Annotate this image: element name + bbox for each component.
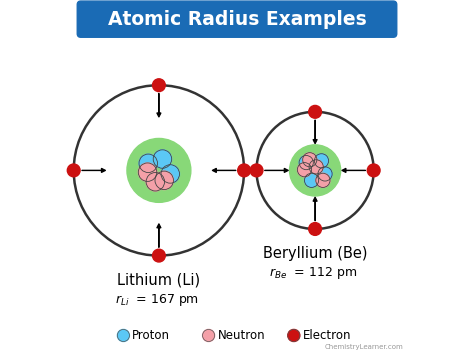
- FancyArrow shape: [157, 93, 161, 117]
- Circle shape: [297, 163, 311, 177]
- Circle shape: [237, 164, 250, 177]
- Circle shape: [318, 167, 332, 181]
- Circle shape: [314, 154, 328, 168]
- FancyArrow shape: [313, 197, 317, 221]
- Circle shape: [161, 165, 180, 183]
- Circle shape: [153, 150, 172, 168]
- Circle shape: [367, 164, 380, 177]
- Text: Neutron: Neutron: [218, 329, 265, 342]
- Circle shape: [155, 171, 173, 190]
- Text: ChemistryLearner.com: ChemistryLearner.com: [325, 344, 404, 350]
- FancyArrow shape: [157, 224, 161, 247]
- Circle shape: [316, 173, 330, 187]
- FancyArrow shape: [342, 168, 365, 173]
- Text: $r_{Be}$  = 112 pm: $r_{Be}$ = 112 pm: [269, 265, 357, 282]
- Circle shape: [309, 160, 323, 174]
- Circle shape: [290, 145, 341, 196]
- FancyArrow shape: [264, 168, 289, 173]
- Circle shape: [309, 105, 321, 118]
- Circle shape: [146, 173, 164, 191]
- Circle shape: [153, 249, 165, 262]
- Circle shape: [153, 79, 165, 92]
- FancyArrow shape: [82, 168, 106, 173]
- Circle shape: [299, 155, 313, 170]
- Circle shape: [250, 164, 263, 177]
- Text: $r_{Li}$  = 167 pm: $r_{Li}$ = 167 pm: [115, 292, 199, 308]
- Text: Proton: Proton: [132, 329, 170, 342]
- FancyArrow shape: [212, 168, 236, 173]
- Circle shape: [139, 154, 157, 173]
- Circle shape: [118, 329, 129, 342]
- Text: Atomic Radius Examples: Atomic Radius Examples: [108, 10, 366, 29]
- FancyArrow shape: [313, 120, 317, 144]
- Circle shape: [304, 173, 319, 187]
- Circle shape: [67, 164, 80, 177]
- Circle shape: [309, 223, 321, 235]
- Circle shape: [288, 329, 300, 342]
- Text: Lithium (Li): Lithium (Li): [118, 273, 201, 288]
- Text: Beryllium (Be): Beryllium (Be): [263, 246, 367, 261]
- FancyBboxPatch shape: [77, 1, 397, 37]
- Circle shape: [127, 138, 191, 202]
- Circle shape: [303, 153, 317, 167]
- Circle shape: [202, 329, 215, 342]
- Text: Electron: Electron: [303, 329, 351, 342]
- Circle shape: [138, 163, 157, 181]
